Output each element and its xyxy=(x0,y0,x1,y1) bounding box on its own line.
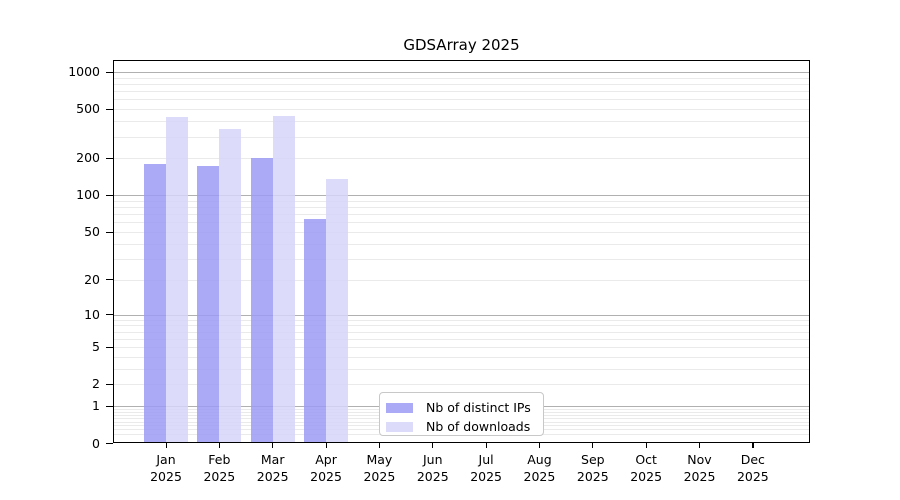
x-tick-mark xyxy=(165,443,167,448)
x-tick-label-jan: Jan 2025 xyxy=(150,452,182,484)
y-tick-label: 1000 xyxy=(68,64,100,80)
major-gridline xyxy=(114,314,809,316)
bar-mar-downloads xyxy=(272,116,295,442)
bar-jan-downloads xyxy=(166,116,188,442)
x-tick-label-jun: Jun 2025 xyxy=(416,452,449,484)
y-tick-mark xyxy=(105,346,113,348)
bar-feb-distinct-ips xyxy=(197,165,220,442)
minor-gridline xyxy=(114,222,809,224)
y-tick-mark xyxy=(105,405,113,407)
x-tick-label-oct: Oct 2025 xyxy=(630,452,663,484)
minor-gridline xyxy=(114,121,809,123)
y-tick-mark xyxy=(105,231,113,233)
y-tick-mark xyxy=(105,443,113,445)
bar-apr-downloads xyxy=(326,178,349,442)
minor-gridline xyxy=(114,319,809,321)
y-tick-label: 5 xyxy=(92,339,100,355)
minor-gridline xyxy=(114,109,809,111)
legend-row-distinct-ips: Nb of distinct IPs xyxy=(386,398,543,417)
x-tick-label-aug: Aug 2025 xyxy=(523,452,556,484)
y-tick-mark xyxy=(105,279,113,281)
y-tick-label: 20 xyxy=(84,271,100,287)
legend-swatch-downloads xyxy=(386,421,413,432)
minor-gridline xyxy=(114,368,809,370)
plot-area xyxy=(113,60,810,443)
x-tick-label-jul: Jul 2025 xyxy=(470,452,502,484)
minor-gridline xyxy=(114,136,809,138)
minor-gridline xyxy=(114,84,809,86)
major-gridline xyxy=(114,72,809,74)
x-tick-label-may: May 2025 xyxy=(363,452,396,484)
y-tick-label: 10 xyxy=(84,306,100,322)
y-tick-label: 2 xyxy=(92,376,100,392)
x-tick-mark xyxy=(538,443,541,448)
y-tick-mark xyxy=(105,108,113,110)
minor-gridline xyxy=(114,279,809,281)
x-tick-label-apr: Apr 2025 xyxy=(310,452,342,484)
x-tick-mark xyxy=(645,443,647,448)
minor-gridline xyxy=(114,338,809,340)
bar-feb-downloads xyxy=(219,129,242,442)
minor-gridline xyxy=(114,200,809,202)
x-tick-label-dec: Dec 2025 xyxy=(736,452,769,484)
x-tick-label-feb: Feb 2025 xyxy=(203,452,236,484)
minor-gridline xyxy=(114,207,809,209)
bar-jan-distinct-ips xyxy=(144,163,166,442)
legend-label-distinct-ips: Nb of distinct IPs xyxy=(426,400,531,415)
x-tick-mark xyxy=(218,443,221,448)
x-tick-mark xyxy=(272,443,274,448)
x-tick-mark xyxy=(699,443,701,448)
minor-gridline xyxy=(114,77,809,79)
major-gridline xyxy=(114,195,809,197)
y-tick-label: 1 xyxy=(92,398,100,414)
minor-gridline xyxy=(114,243,809,245)
minor-gridline xyxy=(114,158,809,160)
x-tick-label-nov: Nov 2025 xyxy=(683,452,716,484)
minor-gridline xyxy=(114,91,809,93)
x-tick-label-mar: Mar 2025 xyxy=(256,452,289,484)
x-tick-mark xyxy=(325,443,327,448)
legend-row-downloads: Nb of downloads xyxy=(386,417,543,436)
y-tick-label: 50 xyxy=(84,224,100,240)
minor-gridline xyxy=(114,258,809,260)
y-tick-mark xyxy=(105,157,113,160)
y-tick-label: 500 xyxy=(76,101,100,117)
x-tick-label-sep: Sep 2025 xyxy=(576,452,609,484)
legend-swatch-distinct-ips xyxy=(386,402,413,413)
x-tick-mark xyxy=(485,443,487,448)
y-tick-mark xyxy=(105,194,113,197)
minor-gridline xyxy=(114,356,809,358)
minor-gridline xyxy=(114,214,809,216)
y-tick-label: 0 xyxy=(92,435,100,451)
minor-gridline xyxy=(114,232,809,234)
y-tick-mark xyxy=(105,314,113,316)
y-tick-mark xyxy=(105,383,113,386)
chart-title: GDSArray 2025 xyxy=(403,36,520,54)
bar-apr-distinct-ips xyxy=(304,219,327,442)
x-tick-mark xyxy=(592,443,594,448)
legend-label-downloads: Nb of downloads xyxy=(426,419,531,434)
x-tick-mark xyxy=(752,443,754,448)
y-tick-label: 100 xyxy=(76,187,100,203)
bar-mar-distinct-ips xyxy=(250,158,273,442)
minor-gridline xyxy=(114,347,809,349)
minor-gridline xyxy=(114,384,809,386)
legend: Nb of distinct IPs Nb of downloads xyxy=(379,392,544,436)
x-tick-mark xyxy=(432,443,434,448)
x-tick-mark xyxy=(378,443,381,448)
y-tick-label: 200 xyxy=(76,150,100,166)
minor-gridline xyxy=(114,331,809,333)
minor-gridline xyxy=(114,99,809,101)
y-tick-mark xyxy=(105,71,113,73)
minor-gridline xyxy=(114,325,809,327)
